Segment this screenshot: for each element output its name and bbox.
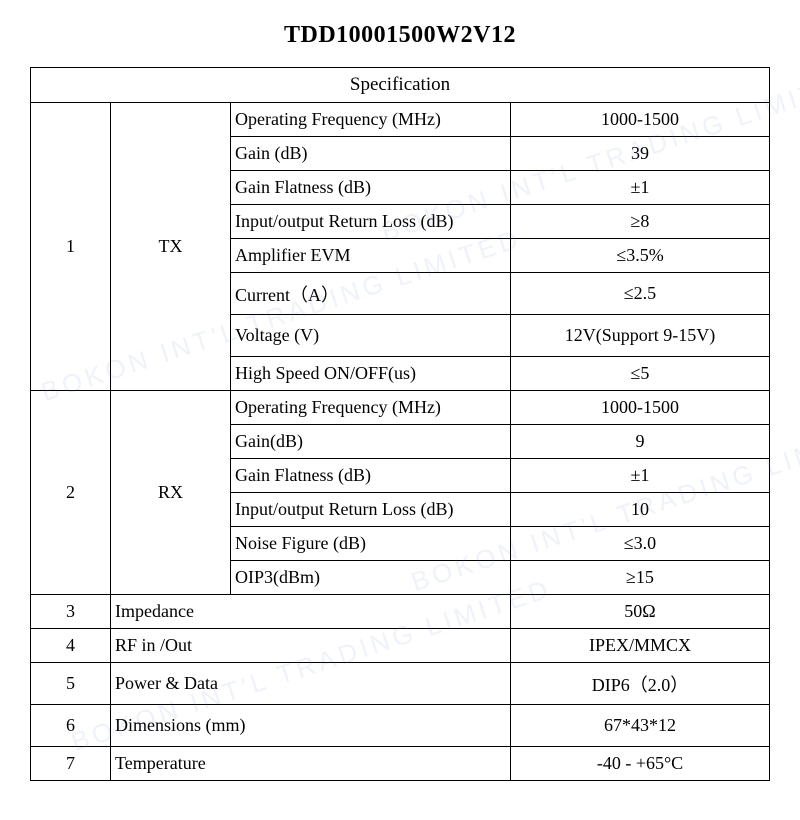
value-cell: ≤2.5 (511, 273, 770, 315)
param-cell: Dimensions (mm) (111, 705, 511, 747)
mode-cell: TX (111, 103, 231, 391)
param-cell: Voltage (V) (231, 315, 511, 357)
value-cell: 1000-1500 (511, 103, 770, 137)
idx-cell: 3 (31, 595, 111, 629)
value-cell: IPEX/MMCX (511, 629, 770, 663)
idx-cell: 7 (31, 747, 111, 781)
value-cell: 67*43*12 (511, 705, 770, 747)
param-cell: RF in /Out (111, 629, 511, 663)
value-cell: ≤5 (511, 357, 770, 391)
value-cell: ≥8 (511, 205, 770, 239)
idx-cell: 6 (31, 705, 111, 747)
value-cell: ±1 (511, 459, 770, 493)
param-cell: Impedance (111, 595, 511, 629)
value-cell: ≤3.0 (511, 527, 770, 561)
param-cell: Operating Frequency (MHz) (231, 391, 511, 425)
value-cell: ≥15 (511, 561, 770, 595)
value-cell: 50Ω (511, 595, 770, 629)
spec-table: Specification 1 TX Operating Frequency (… (30, 67, 770, 781)
table-row: 2 RX Operating Frequency (MHz) 1000-1500 (31, 391, 770, 425)
mode-cell: RX (111, 391, 231, 595)
param-cell: Input/output Return Loss (dB) (231, 493, 511, 527)
value-cell: 10 (511, 493, 770, 527)
param-cell: Input/output Return Loss (dB) (231, 205, 511, 239)
param-cell: Operating Frequency (MHz) (231, 103, 511, 137)
page-title: TDD10001500W2V12 (10, 22, 790, 49)
param-cell: Current（A） (231, 273, 511, 315)
value-cell: 39 (511, 137, 770, 171)
table-row: 5 Power & Data DIP6（2.0） (31, 663, 770, 705)
table-row: 4 RF in /Out IPEX/MMCX (31, 629, 770, 663)
idx-cell: 5 (31, 663, 111, 705)
param-cell: Noise Figure (dB) (231, 527, 511, 561)
param-cell: Gain(dB) (231, 425, 511, 459)
param-cell: High Speed ON/OFF(us) (231, 357, 511, 391)
value-cell: 9 (511, 425, 770, 459)
idx-cell: 4 (31, 629, 111, 663)
value-cell: ±1 (511, 171, 770, 205)
table-row: 6 Dimensions (mm) 67*43*12 (31, 705, 770, 747)
param-cell: Temperature (111, 747, 511, 781)
idx-cell: 1 (31, 103, 111, 391)
value-cell: -40 - +65°C (511, 747, 770, 781)
table-header-row: Specification (31, 68, 770, 103)
param-cell: Gain Flatness (dB) (231, 171, 511, 205)
idx-cell: 2 (31, 391, 111, 595)
table-row: 7 Temperature -40 - +65°C (31, 747, 770, 781)
param-cell: Gain Flatness (dB) (231, 459, 511, 493)
value-cell: DIP6（2.0） (511, 663, 770, 705)
param-cell: Power & Data (111, 663, 511, 705)
value-cell: 12V(Support 9-15V) (511, 315, 770, 357)
param-cell: Amplifier EVM (231, 239, 511, 273)
value-cell: 1000-1500 (511, 391, 770, 425)
param-cell: Gain (dB) (231, 137, 511, 171)
spec-header: Specification (31, 68, 770, 103)
table-row: 3 Impedance 50Ω (31, 595, 770, 629)
param-cell: OIP3(dBm) (231, 561, 511, 595)
value-cell: ≤3.5% (511, 239, 770, 273)
table-row: 1 TX Operating Frequency (MHz) 1000-1500 (31, 103, 770, 137)
